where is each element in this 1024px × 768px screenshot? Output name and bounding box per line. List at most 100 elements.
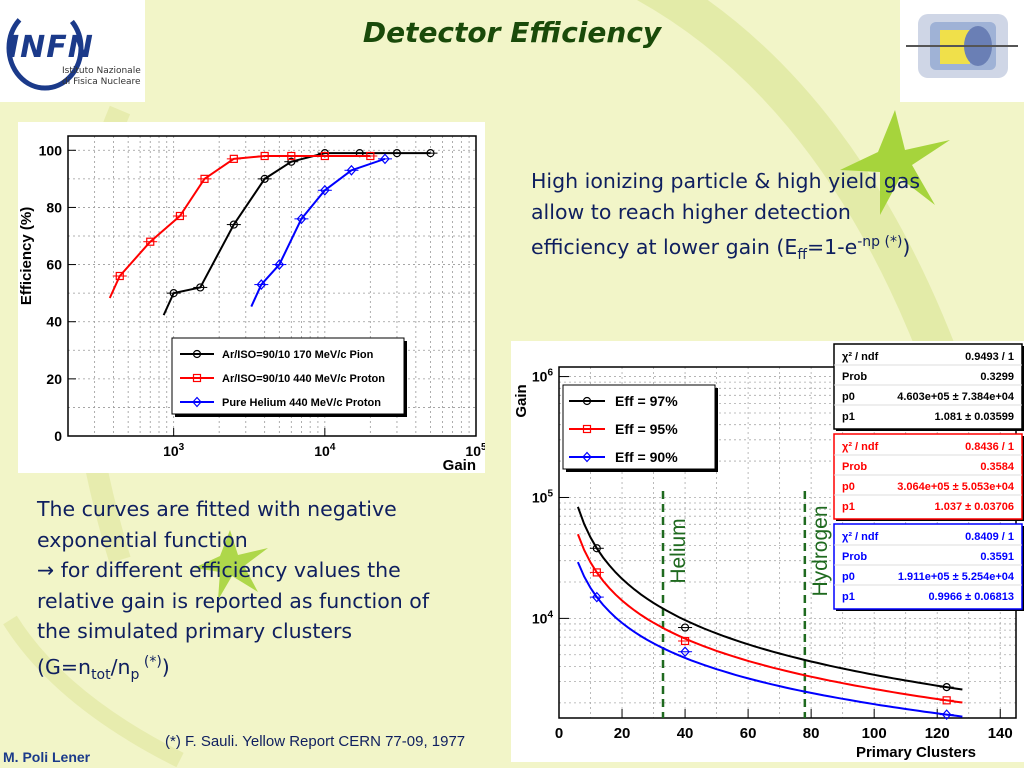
- data-point: [592, 544, 601, 553]
- x-axis-label: Primary Clusters: [856, 744, 976, 761]
- legend-marker: [192, 373, 202, 383]
- statbox-value: 0.3299: [980, 371, 1014, 383]
- statbox-value: 3.064e+05 ± 5.053e+04: [897, 481, 1015, 493]
- data-point: [592, 591, 602, 603]
- x-tick-label: 104: [314, 442, 336, 459]
- x-tick-label: 0: [555, 725, 563, 742]
- footnote: (*) F. Sauli. Yellow Report CERN 77-09, …: [165, 733, 466, 750]
- text-block-fit: The curves are fitted with negative expo…: [37, 494, 507, 690]
- statbox: [833, 343, 1023, 430]
- text1-line1: High ionizing particle & high yield gas: [531, 169, 920, 193]
- legend-label: Eff = 97%: [615, 393, 678, 409]
- logo-brand: INFN: [8, 30, 94, 65]
- data-point: [146, 237, 155, 246]
- arrow-icon: →: [37, 558, 55, 582]
- legend-label: Pure Helium 440 MeV/c Proton: [222, 397, 381, 409]
- legend-label: Ar/ISO=90/10 170 MeV/c Pion: [222, 349, 374, 361]
- statbox-value: 4.603e+05 ± 7.384e+04: [897, 391, 1015, 403]
- data-point: [229, 154, 238, 163]
- legend-label: Eff = 95%: [615, 421, 678, 437]
- statbox-key: p1: [842, 591, 855, 603]
- statbox: [833, 433, 1023, 520]
- text2-sup: (*): [139, 653, 162, 670]
- y-tick-label: 0: [54, 428, 62, 444]
- text2-line4: relative gain is reported as function of: [37, 588, 430, 613]
- y-tick-label: 106: [532, 368, 554, 385]
- statbox-key: p0: [842, 481, 855, 493]
- data-point: [320, 151, 329, 161]
- statbox: [833, 523, 1023, 610]
- logo-line2: di Fisica Nucleare: [62, 77, 141, 87]
- text2-line6-pre: (G=n: [37, 654, 92, 679]
- x-tick-label: 103: [163, 442, 185, 459]
- statbox-key: p0: [842, 391, 855, 403]
- legend-marker: [192, 349, 202, 359]
- data-point: [115, 271, 124, 281]
- legend-label: Eff = 90%: [615, 449, 678, 465]
- y-axis-label: Gain: [513, 384, 530, 417]
- data-point: [366, 151, 375, 161]
- data-point: [680, 623, 690, 632]
- text2-line6-post: ): [161, 654, 170, 679]
- text2-line5: the simulated primary clusters: [37, 619, 353, 643]
- x-tick-label: 60: [740, 725, 757, 742]
- text1-line3-post: ): [902, 234, 911, 259]
- x-tick-label: 105: [465, 442, 485, 459]
- statbox-key: χ² / ndf: [842, 351, 879, 363]
- statbox-key: p1: [842, 411, 855, 423]
- data-point: [229, 220, 238, 229]
- data-point: [320, 184, 330, 196]
- statbox-key: χ² / ndf: [842, 441, 879, 453]
- y-tick-label: 100: [39, 142, 63, 158]
- legend-marker: [192, 396, 202, 408]
- statbox-value: 0.9966 ± 0.06813: [928, 591, 1014, 603]
- data-point: [200, 174, 209, 183]
- statbox-key: Prob: [842, 461, 867, 473]
- statbox-value: 0.8436 / 1: [965, 441, 1014, 453]
- text1-line3: efficiency at lower gain (Eff=1-e-np (*)…: [531, 227, 1011, 270]
- x-tick-label: 120: [925, 725, 950, 742]
- data-point: [260, 151, 269, 161]
- text1-line3-pre: efficiency at lower gain (E: [531, 234, 798, 259]
- statbox-key: χ² / ndf: [842, 531, 879, 543]
- statbox-key: Prob: [842, 551, 867, 563]
- statbox-value: 0.3591: [980, 551, 1014, 563]
- x-tick-label: 100: [862, 725, 887, 742]
- y-tick-label: 80: [46, 199, 62, 215]
- text2-line6: (G=ntot/np (*)): [37, 647, 507, 690]
- annotation-label: Helium: [667, 518, 690, 583]
- efficiency-chart: 0 20 40 60 80 100 103 104 105 Gain Efficiency (%) A…: [18, 122, 487, 474]
- statbox-value: 0.3584: [980, 461, 1015, 473]
- text1-line2: allow to reach higher detection: [531, 199, 851, 224]
- series-line: [108, 155, 371, 299]
- data-point: [296, 213, 307, 225]
- data-point: [942, 683, 951, 692]
- y-tick-label: 105: [532, 488, 554, 505]
- text2-line6-mid: /n: [110, 654, 131, 679]
- x-tick-label: 80: [803, 725, 820, 742]
- text2-line3: for different efficiency values the: [60, 558, 401, 582]
- text1-line3-mid: =1-e: [807, 234, 858, 259]
- data-point: [287, 157, 296, 166]
- text2-sub1: tot: [91, 666, 111, 683]
- legend-label: Ar/ISO=90/10 440 MeV/c Proton: [222, 373, 385, 385]
- data-point: [392, 149, 402, 158]
- series-line: [162, 152, 431, 316]
- statbox-key: p0: [842, 571, 855, 583]
- y-tick-label: 40: [46, 314, 62, 330]
- data-point: [196, 283, 205, 292]
- data-point: [592, 568, 601, 577]
- fit-curve: [576, 506, 963, 691]
- statbox-value: 1.911e+05 ± 5.254e+04: [898, 571, 1015, 583]
- infn-logo: INFN Istituto Nazionale di Fisica Nuclea…: [0, 0, 145, 102]
- annotation-label: Hydrogen: [809, 505, 832, 596]
- y-axis-label: Efficiency (%): [18, 207, 35, 305]
- star-icon: [840, 110, 950, 215]
- data-point: [346, 164, 357, 176]
- author-name: M. Poli Lener: [3, 749, 91, 765]
- data-point: [287, 151, 296, 161]
- fit-curve: [576, 561, 963, 718]
- data-point: [380, 153, 390, 165]
- data-point: [942, 696, 951, 705]
- star-icon: [194, 530, 268, 600]
